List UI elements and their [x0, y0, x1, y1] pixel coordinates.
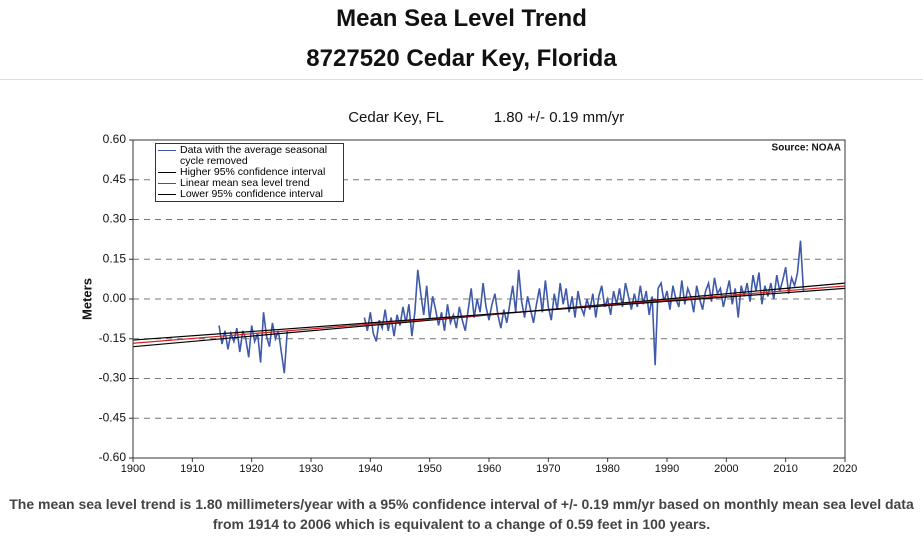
trend-label: 1.80 +/- 0.19 mm/yr [494, 109, 624, 126]
y-tick-label: -0.45 [99, 410, 127, 424]
legend-label: Linear mean sea level trend [180, 177, 310, 189]
x-tick-label: 1980 [595, 463, 619, 475]
x-tick-label: 1920 [239, 463, 263, 475]
x-tick-label: 1970 [536, 463, 560, 475]
chart: Cedar Key, FL 1.80 +/- 0.19 mm/yr Meters… [79, 109, 857, 475]
legend-label: Higher 95% confidence interval [180, 166, 326, 178]
legend-swatch [158, 183, 176, 184]
source-note: Source: NOAA [772, 143, 841, 154]
plot-border [132, 139, 846, 459]
x-tick-label: 1900 [121, 463, 145, 475]
x-tick-label: 1990 [655, 463, 679, 475]
legend-entry: Higher 95% confidence interval [158, 167, 341, 178]
x-tick-label: 2010 [773, 463, 797, 475]
x-tick-label: 2020 [833, 463, 857, 475]
x-tick-label: 1960 [477, 463, 501, 475]
legend-label: Lower 95% confidence interval [180, 188, 324, 200]
y-tick-label: -0.15 [99, 331, 127, 345]
trend-line [133, 287, 845, 341]
legend: Data with the average seasonal cycle rem… [155, 143, 344, 202]
y-tick-label: 0.30 [103, 212, 127, 226]
legend-entry: Lower 95% confidence interval [158, 189, 341, 200]
page-title: Mean Sea Level Trend [336, 5, 587, 32]
chart-title: Cedar Key, FL [348, 109, 444, 126]
y-axis-label: Meters [79, 278, 94, 320]
y-tick-label: 0.60 [103, 132, 127, 146]
y-tick-label: 0.00 [103, 291, 127, 305]
y-tick-label: -0.60 [99, 450, 127, 464]
y-tick-label: 0.45 [103, 172, 127, 186]
divider [0, 79, 923, 80]
y-tick-label: 0.15 [103, 251, 127, 265]
x-tick-label: 2000 [714, 463, 738, 475]
footer-note: The mean sea level trend is 1.80 millime… [9, 496, 914, 532]
page-subtitle: 8727520 Cedar Key, Florida [306, 45, 617, 72]
legend-swatch [158, 150, 176, 151]
x-tick-label: 1930 [299, 463, 323, 475]
x-tick-label: 1940 [358, 463, 382, 475]
x-tick-label: 1910 [180, 463, 204, 475]
legend-label: Data with the average seasonal cycle rem… [180, 144, 328, 167]
legend-swatch [158, 194, 176, 195]
legend-swatch [158, 172, 176, 173]
legend-entry: Data with the average seasonal cycle rem… [158, 145, 341, 167]
legend-entry: Linear mean sea level trend [158, 178, 341, 189]
x-tick-label: 1950 [417, 463, 441, 475]
y-tick-label: -0.30 [99, 371, 127, 385]
